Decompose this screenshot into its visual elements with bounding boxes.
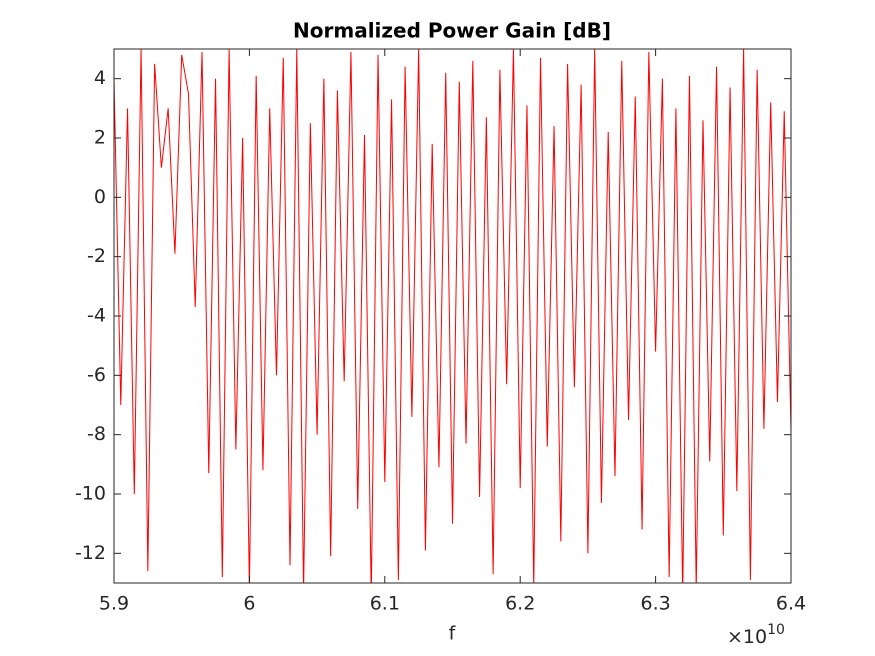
y-tick-label: 0 xyxy=(94,186,106,208)
x-tick-label: 6 xyxy=(243,593,255,615)
x-tick-label: 6.1 xyxy=(370,593,400,615)
y-tick-label: 4 xyxy=(94,67,106,89)
y-tick-label: -12 xyxy=(75,542,106,564)
y-tick-label: -2 xyxy=(87,245,106,267)
x-multiplier: ×1010 xyxy=(727,622,785,648)
y-tick-label: -4 xyxy=(87,305,106,327)
x-tick-label: 6.2 xyxy=(505,593,535,615)
chart-title: Normalized Power Gain [dB] xyxy=(293,19,611,43)
y-tick-label: -8 xyxy=(87,423,106,445)
x-tick-label: 5.9 xyxy=(99,593,129,615)
x-multiplier-base: ×10 xyxy=(727,626,767,648)
x-tick-label: 6.4 xyxy=(776,593,806,615)
y-tick-label: -6 xyxy=(87,364,106,386)
data-line xyxy=(114,49,791,583)
x-tick-label: 6.3 xyxy=(640,593,670,615)
x-multiplier-exponent: 10 xyxy=(767,622,785,638)
x-axis-label: f xyxy=(449,623,457,645)
y-tick-label: 2 xyxy=(94,127,106,149)
y-tick-label: -10 xyxy=(75,483,106,505)
